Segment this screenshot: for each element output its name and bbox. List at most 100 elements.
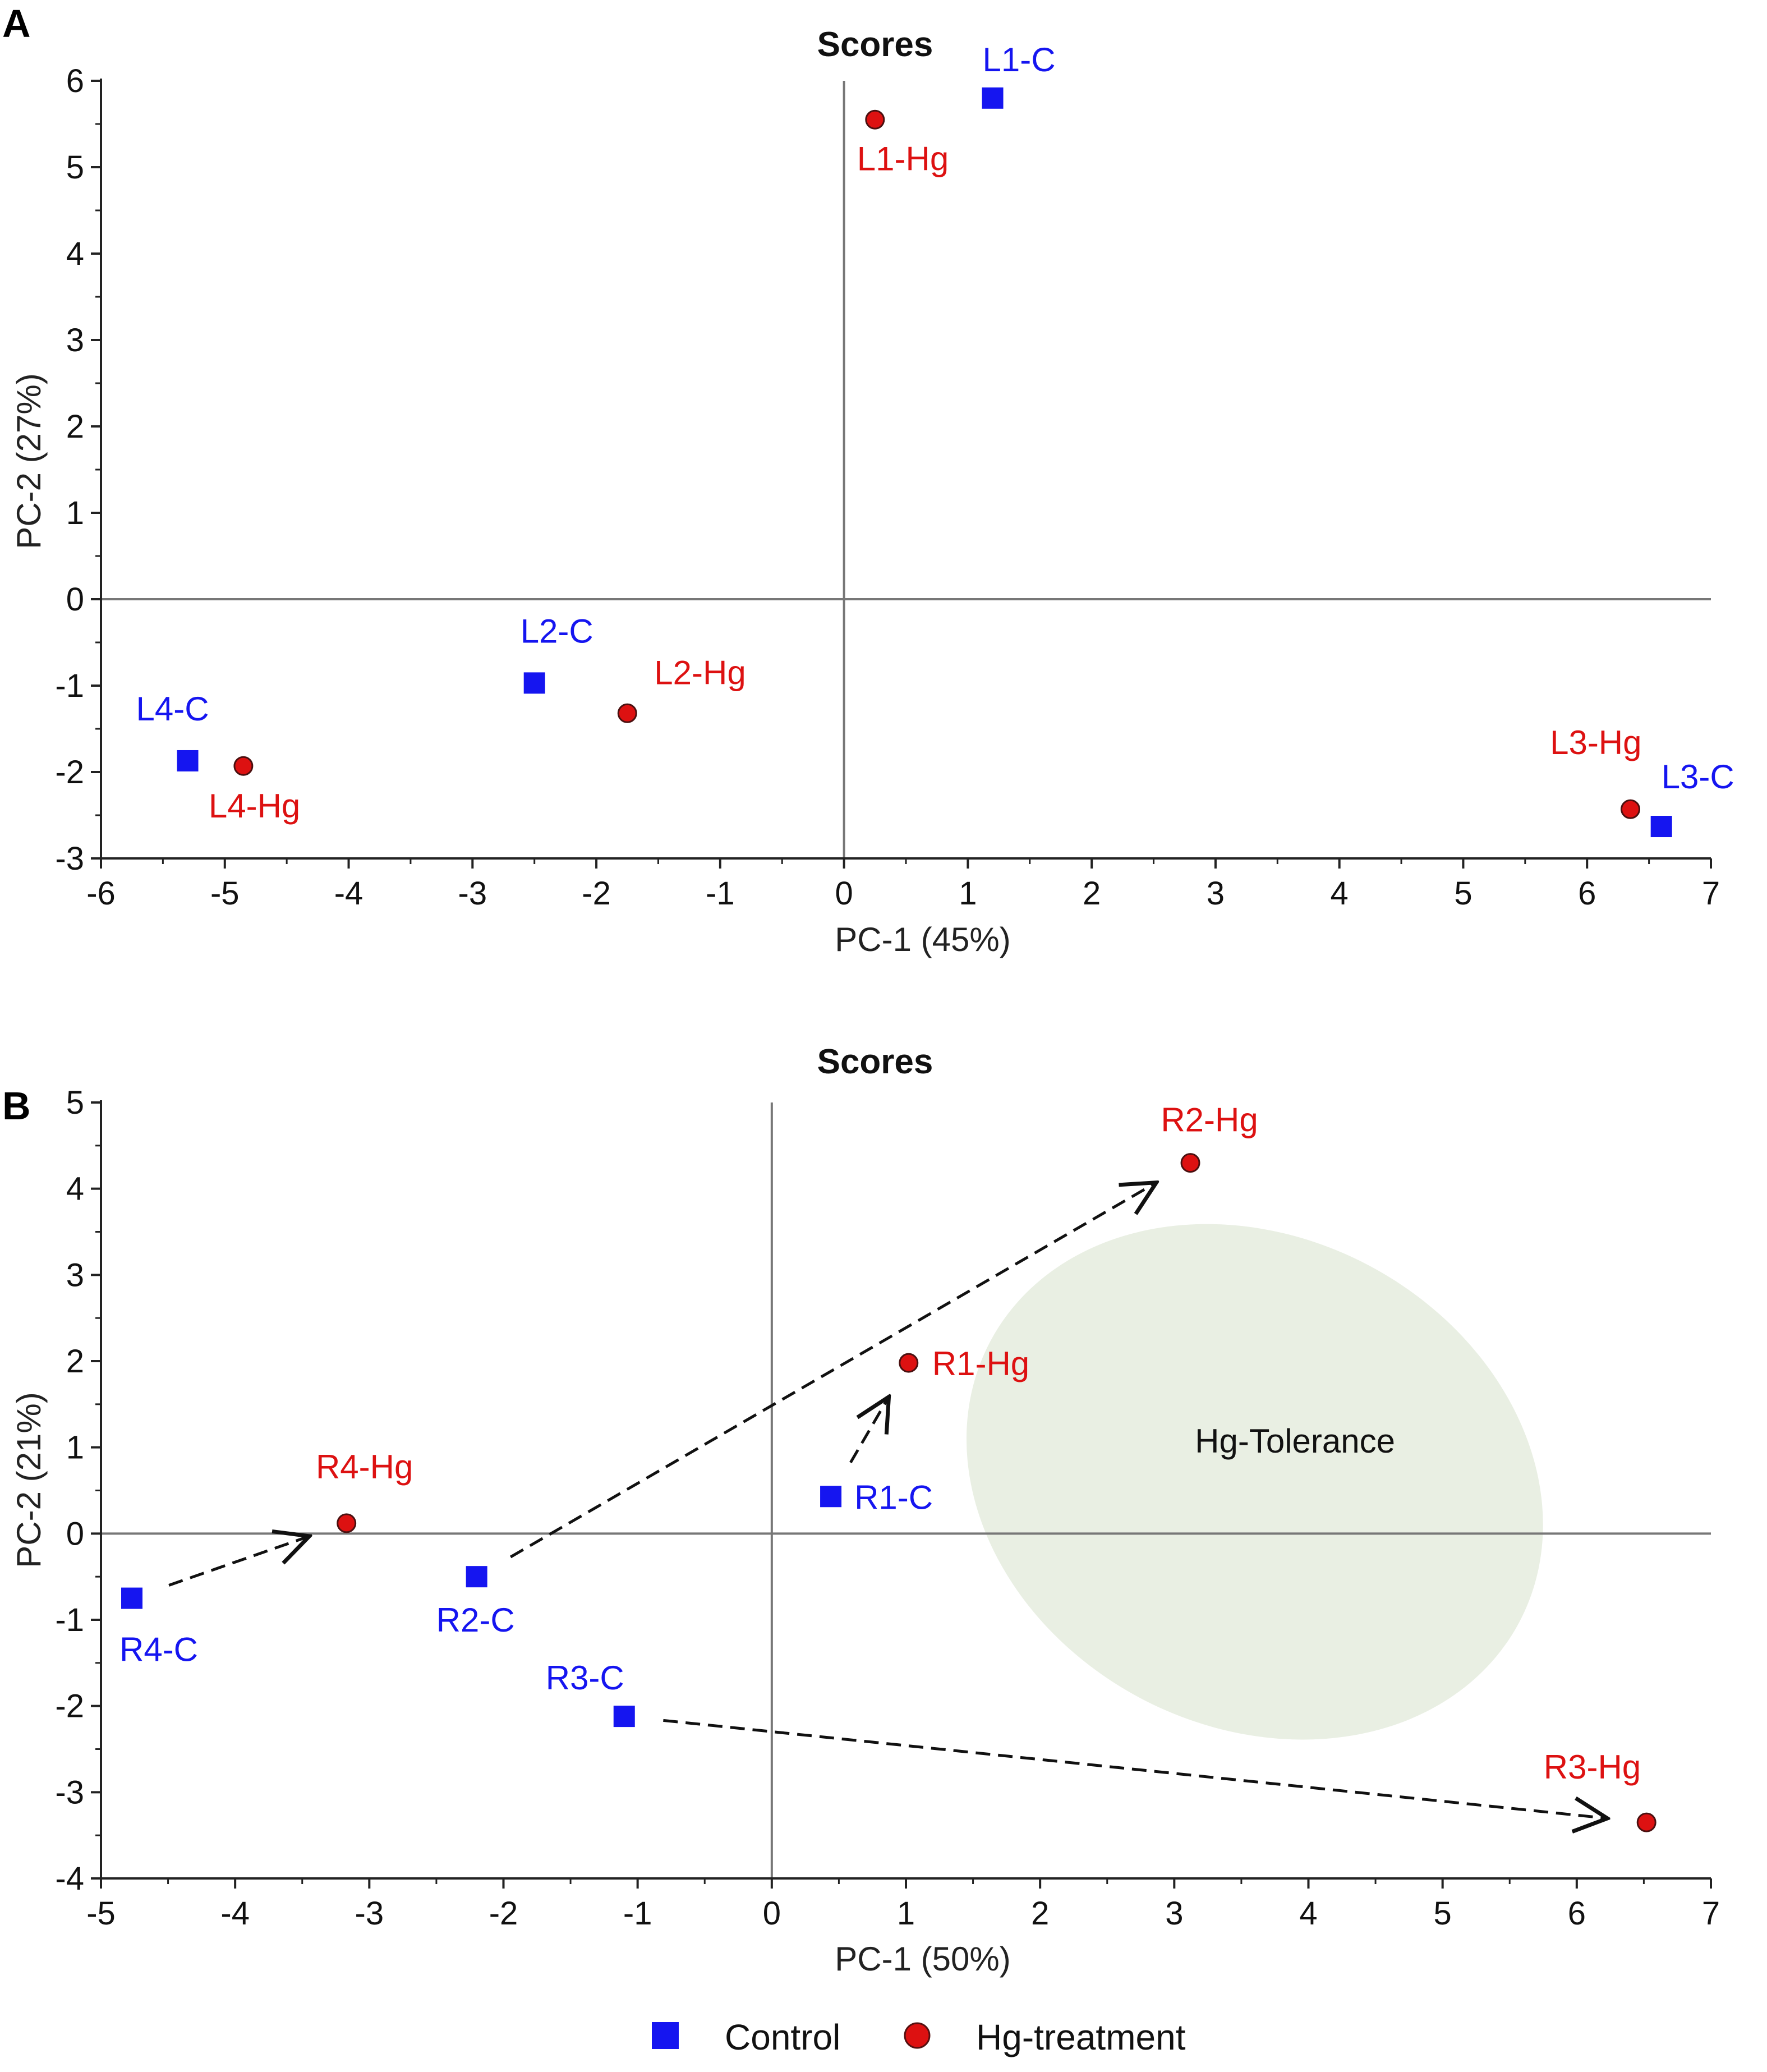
panel-a-x-tick-label: 6 [1578,875,1596,912]
panel-a-y-tick-label: 5 [66,149,84,186]
panel-a-point-l4-hg-label: L4-Hg [209,787,300,825]
panel-b-point-r2-hg [1180,1153,1200,1173]
panel-a-y-tick-label: 1 [66,495,84,531]
panel-b-y-tick-label: -2 [55,1688,84,1725]
panel-a-chart: A Scores -6 -5 -4 -3 -2 -1 0 1 2 3 4 5 6 7 -3 -2 -1 0 1 2 3 4… [2,2,1734,958]
panel-a-point-l3-c [1650,816,1672,838]
panel-b-x-tick-label: -1 [623,1895,652,1932]
panel-b-chart: B Scores -5 -4 -3 -2 -1 0 1 2 3 4 5 6 7-4-3-2-101234… [2,1042,1720,1978]
panel-b-x-tick-label: -5 [86,1895,116,1932]
panel-a-y-tick-label: 3 [66,322,84,359]
panel-a-y-tick-label: -2 [55,754,84,791]
panel-a-point-l2-c [523,672,545,694]
panel-a-y-tick-label: 6 [66,63,84,99]
panel-b-point-r3-c [613,1706,635,1728]
panel-b-title: Scores [817,1042,933,1081]
panel-b-letter: B [2,1084,31,1128]
panel-b-y-tick-label: 0 [66,1515,84,1552]
panel-a-plot-area: -6 -5 -4 -3 -2 -1 0 1 2 3 4 5 6 7 -3 -2 -1 0 1 2 3 4 5 6 L1-C L1-… [55,41,1734,912]
panel-a-x-axis-label: PC-1 (45%) [835,921,1010,958]
panel-b-point-r1-c-label: R1-C [854,1478,933,1516]
panel-b-arrow-r2-c-to-r2-hg [509,1183,1156,1559]
panel-b-x-tick-label: 5 [1434,1895,1452,1932]
panel-b-x-tick-label: 0 [763,1895,781,1932]
panel-b-y-tick-label: 4 [66,1171,84,1207]
panel-a-x-tick-label: 4 [1331,875,1349,912]
panel-b-region-layer [966,1224,1543,1740]
panel-b-y-axis-label: PC-2 (21%) [10,1392,48,1568]
panel-b-point-r2-c [466,1566,487,1588]
panel-b-y-tick-label: 3 [66,1257,84,1293]
panel-a-point-l4-hg [233,756,254,776]
panel-b-y-tick-label: 2 [66,1343,84,1380]
panel-a-x-tick-label: -6 [86,875,116,912]
panel-a-point-l1-c-label: L1-C [983,41,1056,79]
panel-a-x-tick-label: 0 [835,875,853,912]
panel-a-y-tick-label: -3 [55,840,84,877]
panel-b-point-r1-hg [899,1353,919,1373]
panel-b-arrow-r3-c-to-r3-hg [663,1719,1607,1818]
panel-a-point-l4-c-label: L4-C [136,690,209,728]
panel-a-point-l3-hg [1621,799,1640,819]
panel-b-x-tick-label: -2 [489,1895,518,1932]
panel-b-x-tick-label: -4 [220,1895,250,1932]
panel-b-x-tick-label: 1 [897,1895,915,1932]
panel-b-point-r4-hg-label: R4-Hg [316,1448,413,1486]
legend: Control Hg-treatment [652,2017,1186,2057]
panel-a-x-tick-label: 1 [959,875,977,912]
legend-control-marker [652,2022,679,2049]
panel-b-y-tick-label: -4 [55,1860,84,1897]
panel-a-x-tick-label: 5 [1454,875,1472,912]
panel-b-y-tick-label: -3 [55,1774,84,1811]
panel-b-hg-tolerance-region [966,1224,1543,1740]
panel-b-arrow-r1-c-to-r1-hg [849,1397,889,1464]
panel-b-region-label: Hg-Tolerance [1195,1422,1395,1460]
panel-b-y-tick-label: -1 [55,1602,84,1638]
panel-b-point-r4-c-label: R4-C [119,1631,198,1669]
panel-a-x-tick-label: -3 [458,875,487,912]
legend-control-label: Control [725,2017,840,2057]
panel-a-y-tick-label: 4 [66,236,84,272]
panel-a-y-axis-label: PC-2 (27%) [10,373,48,549]
panel-a-y-tick-label: 0 [66,581,84,618]
panel-b-x-tick-label: 2 [1031,1895,1049,1932]
panel-a-x-tick-label: -2 [582,875,611,912]
panel-b-point-r2-hg-label: R2-Hg [1161,1101,1258,1139]
panel-a-x-tick-label: -4 [334,875,363,912]
panel-b-x-tick-label: -3 [355,1895,384,1932]
panel-a-point-l4-c [177,750,199,771]
panel-a-x-tick-label: -1 [706,875,735,912]
panel-a-x-tick-label: -5 [210,875,240,912]
panel-b-y-tick-label: 5 [66,1085,84,1121]
panel-b-x-tick-label: 3 [1165,1895,1183,1932]
panel-b-x-tick-label: 7 [1702,1895,1720,1932]
panel-a-x-tick-label: 3 [1207,875,1225,912]
panel-b-point-r3-hg-label: R3-Hg [1544,1748,1641,1786]
panel-b-x-tick-label: 6 [1568,1895,1586,1932]
legend-treatment-marker [904,2022,931,2049]
panel-b-point-r4-hg [337,1513,357,1533]
panel-a-point-l1-c [982,87,1004,109]
panel-b-point-r3-hg [1636,1812,1656,1832]
legend-treatment-label: Hg-treatment [976,2017,1186,2057]
panel-b-plot-area: -5 -4 -3 -2 -1 0 1 2 3 4 5 6 7-4-3-2-1012345Hg-Toler… [55,1085,1720,1932]
panel-b-point-r4-c [121,1587,143,1609]
panel-b-point-r2-c-label: R2-C [436,1601,515,1639]
panel-b-y-tick-label: 1 [66,1430,84,1466]
panel-a-point-l2-hg [617,703,637,723]
panel-a-point-l1-hg-label: L1-Hg [857,140,949,177]
panel-a-point-l2-hg-label: L2-Hg [654,654,746,691]
panel-a-point-l3-hg-label: L3-Hg [1550,724,1641,761]
panel-a-point-l3-c-label: L3-C [1662,758,1734,796]
panel-a-title: Scores [817,25,933,64]
panel-a-x-tick-label: 7 [1702,875,1720,912]
panel-b-arrow-r4-c-to-r4-hg [168,1536,310,1587]
panel-b-x-axis-label: PC-1 (50%) [835,1940,1010,1978]
panel-b-x-tick-label: 4 [1299,1895,1317,1932]
panel-a-x-tick-label: 2 [1083,875,1101,912]
panel-b-point-r1-hg-label: R1-Hg [932,1345,1029,1382]
panel-a-point-l1-hg [865,109,885,130]
panel-a-letter: A [2,2,31,45]
panel-a-y-tick-label: 2 [66,408,84,445]
